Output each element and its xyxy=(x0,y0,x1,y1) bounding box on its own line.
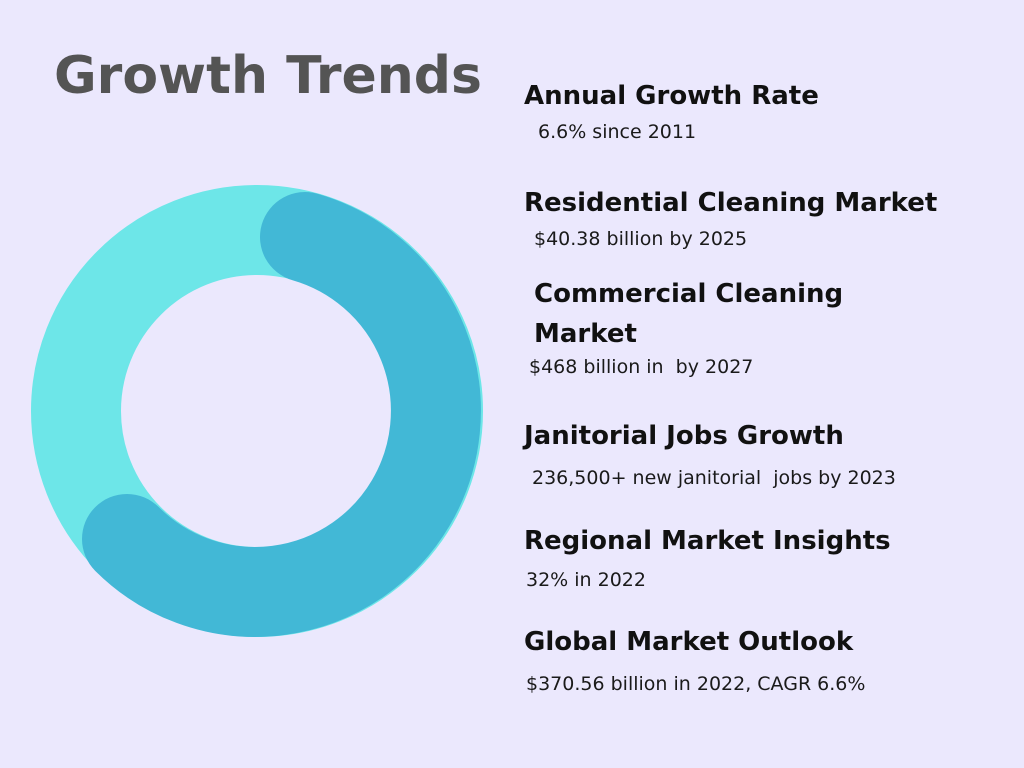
item-detail: 236,500+ new janitorial jobs by 2023 xyxy=(532,467,896,489)
donut-chart xyxy=(31,185,483,637)
item-detail: $370.56 billion in 2022, CAGR 6.6% xyxy=(526,673,866,695)
item-detail: $40.38 billion by 2025 xyxy=(534,228,748,250)
page-title: Growth Trends xyxy=(54,46,482,106)
item-heading: Residential Cleaning Market xyxy=(524,188,938,218)
item-heading: Annual Growth Rate xyxy=(524,81,819,111)
item-detail: 6.6% since 2011 xyxy=(538,121,697,143)
item-detail: $468 billion in by 2027 xyxy=(529,356,754,378)
donut-arc xyxy=(82,192,481,637)
item-heading: Global Market Outlook xyxy=(524,627,854,657)
item-heading: Commercial Cleaning Market xyxy=(534,279,844,349)
item-heading: Janitorial Jobs Growth xyxy=(524,421,844,451)
item-heading: Regional Market Insights xyxy=(524,526,891,556)
item-detail: 32% in 2022 xyxy=(526,569,646,591)
